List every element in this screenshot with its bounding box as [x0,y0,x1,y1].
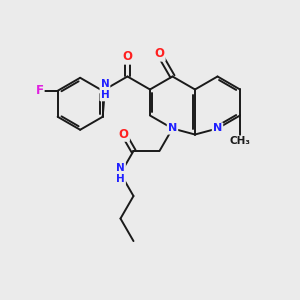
Text: N: N [168,124,177,134]
Text: O: O [119,128,129,141]
Text: CH₃: CH₃ [230,136,250,146]
Text: O: O [154,47,164,61]
Text: N
H: N H [116,163,125,184]
Text: N
H: N H [100,79,109,100]
Text: N: N [213,124,222,134]
Text: O: O [122,50,133,64]
Text: F: F [35,84,44,97]
